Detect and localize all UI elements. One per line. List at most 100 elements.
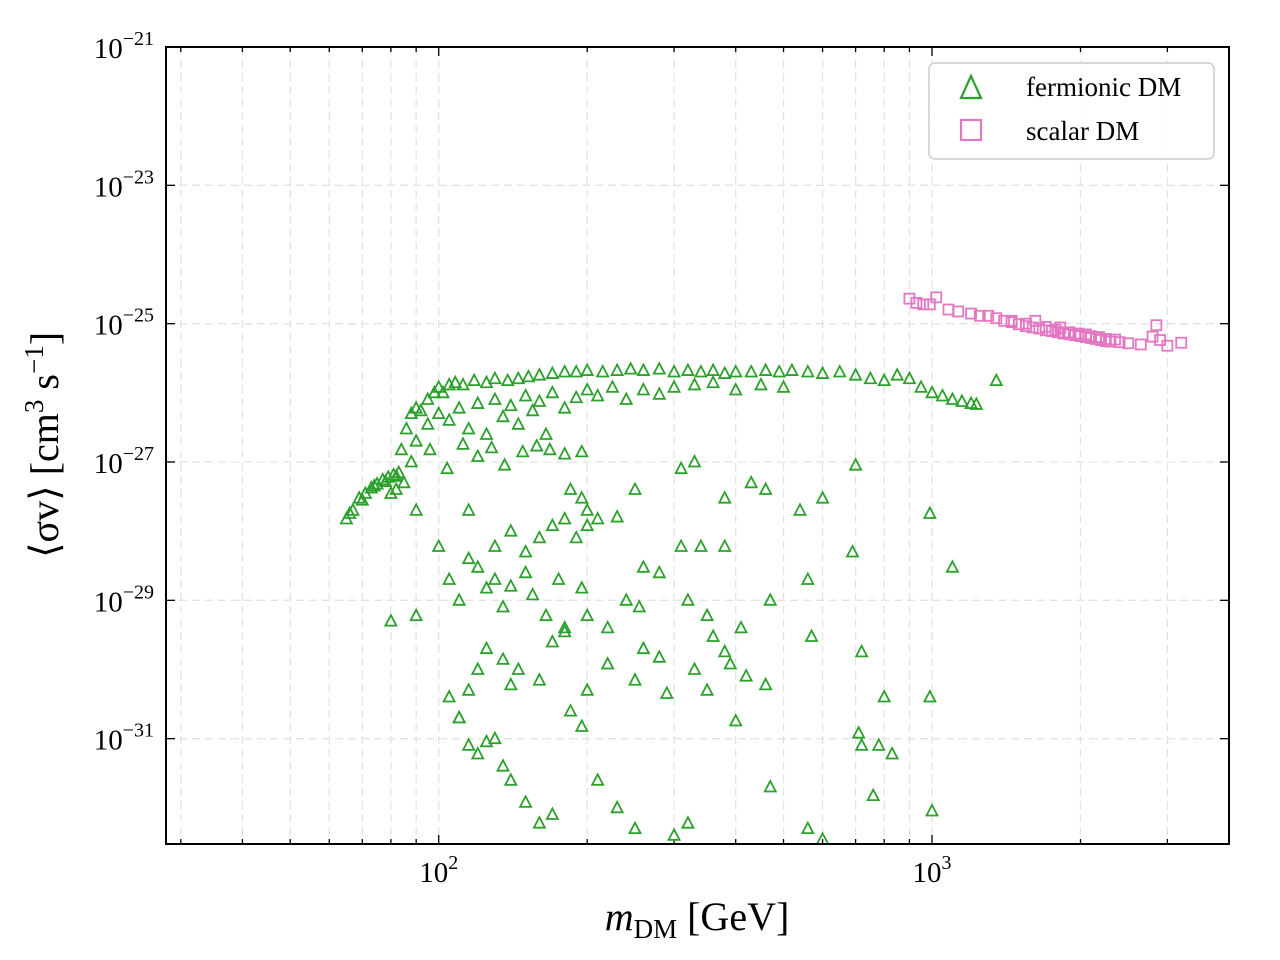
fermionic-dm-point [557,623,572,638]
fermionic-dm-point [413,402,428,417]
fermionic-dm-point [569,529,584,544]
scalar-dm-point [1005,314,1018,327]
fermionic-dm-point [503,578,518,592]
fermionic-dm-point [452,709,467,724]
fermionic-dm-point [557,511,572,525]
fermionic-dm-point [574,490,589,504]
fermionic-dm-point [652,649,667,663]
fermionic-dm-point [610,799,625,814]
fermionic-dm-point [532,815,547,829]
fermionic-dm-point [687,377,702,391]
scalar-dm-point [1134,338,1147,351]
scalar-dm-point [1072,327,1085,340]
fermionic-dm-point [521,368,536,383]
fermionic-dm-point [452,592,467,606]
fermionic-dm-point [355,492,370,506]
fermionic-dm-point [674,538,689,552]
fermionic-dm-point [435,384,450,399]
fermionic-dm-point [545,634,560,648]
fermionic-dm-point [700,682,715,696]
scalar-dm-point [982,309,995,322]
scalar-dm-point [1012,318,1025,331]
fermionic-dm-point [383,613,398,627]
fermionic-dm-point [487,391,502,405]
fermionic-dm-point [511,416,526,430]
fermionic-dm-point [590,388,605,402]
fermionic-dm-point [851,725,866,739]
fermionic-dm-point [503,523,518,537]
fermionic-dm-point [539,607,553,622]
fermionic-dm-point [890,367,905,381]
fermionic-dm-point [845,544,860,558]
scalar-dm-point [1093,331,1105,343]
y-axis-label-sup1: 3 [19,400,49,414]
fermionic-dm-point [619,391,634,405]
fermionic-dm-point [700,607,715,622]
fermionic-dm-point [525,586,540,601]
fermionic-dm-point [396,474,411,489]
scalar-dm-point [973,309,986,322]
fermionic-dm-point [687,454,702,468]
fermionic-dm-point [518,564,533,579]
fermionic-dm-point [600,619,615,634]
y-tick-labels: 10−21 10−23 10−25 10−27 10−29 10−31 [94,28,154,757]
scalar-dm-point [1175,336,1188,349]
fermionic-dm-point [945,391,960,405]
y-axis-label-main: ⟨σv⟩ [cm [22,413,67,558]
fermionic-dm-point [470,395,485,409]
fermionic-dm-point [776,379,791,393]
fermionic-dm-point [389,481,404,495]
fermionic-dm-point [854,737,869,751]
fermionic-dm-point [409,433,424,447]
fermionic-dm-point [518,388,533,402]
fermionic-dm-point [563,703,578,717]
fermionic-dm-point [954,393,969,407]
fermionic-dm-point [342,505,357,519]
scalar-dm-point [930,291,943,304]
fermionic-dm-point [461,502,476,516]
fermionic-dm-point [636,362,651,376]
fermionic-dm-point [461,682,476,696]
fermionic-dm-point [503,772,518,786]
fermionic-dm-point [431,538,446,552]
fermionic-dm-point [605,379,620,393]
fermionic-dm-point [442,689,457,703]
fermionic-dm-point [969,396,984,410]
fermionic-dm-point [580,517,595,532]
fermionic-dm-point [877,689,892,703]
fermionic-dm-point [479,426,494,440]
fermionic-dm-point [706,628,721,642]
fermionic-dm-point [590,511,605,525]
scalar-dm-point [942,303,955,316]
y-axis-label: ⟨σv⟩ [cm3 s−1] [19,332,67,558]
fermionic-dm-point [420,416,435,430]
fermionic-dm-point [545,384,560,399]
scalar-dm-point [1033,322,1046,335]
fermionic-dm-point [461,550,476,565]
fermionic-dm-point [580,607,595,622]
fermionic-dm-point [866,787,881,802]
fermionic-dm-point [628,672,643,686]
fermionic-dm-point [383,485,398,499]
axis-ticks [166,46,1230,844]
fermionic-dm-point [680,592,695,606]
fermionic-dm-point [728,364,743,378]
fermionic-dm-point [623,361,638,375]
scalar-dm-point [917,298,930,311]
legend-box [928,62,1215,160]
fermionic-dm-point [863,370,878,385]
fermionic-dm-point [763,779,778,793]
fermionic-dm-point [636,640,651,655]
scalar-dm-point [1150,319,1163,332]
fermionic-dm-point [386,467,401,481]
fermionic-dm-point [763,592,778,606]
fermionic-dm-point [557,400,572,414]
fermionic-dm-point [636,382,651,396]
fermionic-dm-point [925,803,939,817]
fermionic-dm-point [557,446,572,460]
fermionic-dm-point [772,364,787,378]
fermionic-dm-point [542,441,557,456]
fermionic-dm-point [815,490,830,504]
fermionic-dm-point [659,685,674,699]
